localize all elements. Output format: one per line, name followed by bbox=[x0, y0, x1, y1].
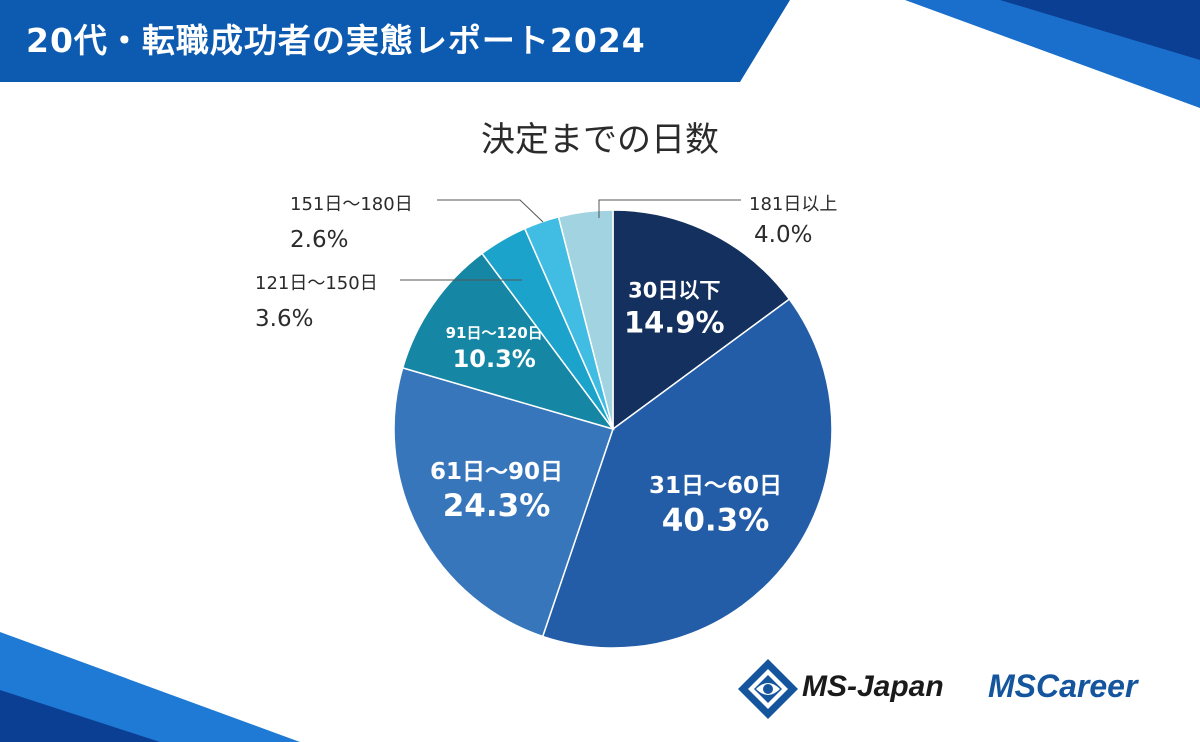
slice-label-3: 91日～120日 bbox=[446, 324, 543, 342]
slice-value-6: 4.0% bbox=[754, 222, 812, 248]
report-title: 20代・転職成功者の実態レポート2024 bbox=[26, 21, 646, 60]
pie-slice-2 bbox=[393, 366, 614, 638]
top-right-stripe-dark bbox=[1000, 0, 1200, 60]
leader-line-5 bbox=[437, 199, 544, 223]
bottom-left-stripe-dark bbox=[0, 690, 160, 742]
ms-japan-logo-text: MS-Japan bbox=[802, 670, 944, 703]
slice-value-5: 2.6% bbox=[290, 227, 348, 253]
slice-value-1: 40.3% bbox=[662, 502, 770, 538]
slice-label-6: 181日以上 bbox=[749, 194, 837, 215]
slice-label-0: 30日以下 bbox=[628, 279, 720, 303]
ms-career-logo-text: MSCareer bbox=[988, 668, 1138, 704]
ms-japan-logo-icon bbox=[738, 659, 798, 719]
header-band bbox=[0, 0, 790, 82]
slice-value-0: 14.9% bbox=[624, 305, 725, 339]
leader-line-6 bbox=[598, 199, 741, 218]
slice-label-2: 61日～90日 bbox=[430, 459, 563, 485]
pie-slice-0 bbox=[612, 209, 791, 431]
slice-value-3: 10.3% bbox=[453, 345, 536, 373]
pie-slice-3 bbox=[401, 252, 615, 431]
pie-slice-1 bbox=[541, 298, 833, 649]
pie-slice-6 bbox=[557, 209, 614, 430]
slice-value-4: 3.6% bbox=[255, 306, 313, 332]
slice-value-2: 24.3% bbox=[443, 488, 551, 524]
slice-label-1: 31日～60日 bbox=[649, 473, 782, 499]
chart-title: 決定までの日数 bbox=[481, 120, 719, 160]
slice-label-5: 151日～180日 bbox=[290, 194, 413, 215]
slice-label-4: 121日～150日 bbox=[255, 273, 378, 294]
